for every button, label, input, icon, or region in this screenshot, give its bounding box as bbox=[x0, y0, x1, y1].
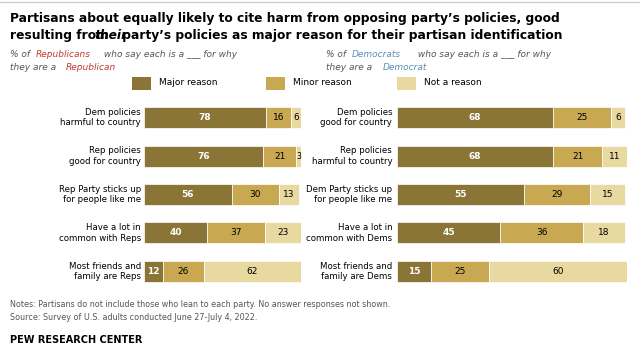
Bar bbox=[524, 184, 590, 205]
Bar bbox=[500, 222, 584, 243]
Bar bbox=[263, 146, 296, 166]
Text: 12: 12 bbox=[147, 267, 159, 276]
Bar bbox=[279, 184, 300, 205]
Text: PEW RESEARCH CENTER: PEW RESEARCH CENTER bbox=[10, 335, 142, 345]
Text: 15: 15 bbox=[408, 267, 420, 276]
Text: 78: 78 bbox=[199, 113, 211, 122]
Text: 25: 25 bbox=[577, 113, 588, 122]
Text: 40: 40 bbox=[169, 228, 182, 237]
Text: Democrats: Democrats bbox=[352, 50, 401, 59]
Bar bbox=[397, 146, 554, 166]
Bar bbox=[266, 77, 285, 90]
Text: 62: 62 bbox=[246, 267, 258, 276]
Text: 56: 56 bbox=[182, 190, 194, 199]
Text: 36: 36 bbox=[536, 228, 548, 237]
Bar bbox=[554, 146, 602, 166]
Text: Most friends and
family are Dems: Most friends and family are Dems bbox=[320, 262, 392, 281]
Text: 3: 3 bbox=[296, 152, 301, 161]
Bar bbox=[590, 184, 625, 205]
Text: Have a lot in
common with Dems: Have a lot in common with Dems bbox=[306, 223, 392, 243]
Text: Most friends and
family are Reps: Most friends and family are Reps bbox=[68, 262, 141, 281]
Text: 45: 45 bbox=[442, 228, 455, 237]
Bar bbox=[397, 222, 500, 243]
Bar bbox=[163, 261, 204, 282]
Text: 68: 68 bbox=[469, 113, 481, 122]
Text: Democrat: Democrat bbox=[383, 63, 427, 73]
Bar bbox=[397, 77, 416, 90]
Bar bbox=[296, 146, 301, 166]
Text: 21: 21 bbox=[274, 152, 285, 161]
Text: 30: 30 bbox=[250, 190, 261, 199]
Text: 29: 29 bbox=[551, 190, 563, 199]
Text: Rep Party sticks up
for people like me: Rep Party sticks up for people like me bbox=[59, 185, 141, 204]
Text: 23: 23 bbox=[277, 228, 289, 237]
Text: they are a: they are a bbox=[10, 63, 59, 73]
Text: Rep policies
good for country: Rep policies good for country bbox=[69, 146, 141, 166]
Bar bbox=[207, 222, 265, 243]
Text: Republicans: Republicans bbox=[36, 50, 91, 59]
Text: Dem policies
good for country: Dem policies good for country bbox=[320, 108, 392, 127]
Text: Source: Survey of U.S. adults conducted June 27-July 4, 2022.: Source: Survey of U.S. adults conducted … bbox=[10, 313, 257, 322]
Bar bbox=[144, 222, 207, 243]
Text: 15: 15 bbox=[602, 190, 613, 199]
Text: 60: 60 bbox=[552, 267, 564, 276]
Bar bbox=[144, 146, 263, 166]
Text: 6: 6 bbox=[293, 113, 299, 122]
Bar bbox=[431, 261, 489, 282]
Text: they are a: they are a bbox=[326, 63, 376, 73]
Text: who say each is a ___ for why: who say each is a ___ for why bbox=[415, 50, 551, 59]
Bar bbox=[265, 222, 301, 243]
Text: Dem policies
harmful to country: Dem policies harmful to country bbox=[60, 108, 141, 127]
Bar bbox=[144, 107, 266, 128]
Bar bbox=[397, 261, 431, 282]
Text: resulting from: resulting from bbox=[10, 29, 113, 42]
Text: 16: 16 bbox=[273, 113, 285, 122]
Text: 37: 37 bbox=[230, 228, 241, 237]
Text: party’s policies as major reason for their partisan identification: party’s policies as major reason for the… bbox=[118, 29, 563, 42]
Bar bbox=[291, 107, 301, 128]
Text: their: their bbox=[94, 29, 127, 42]
Text: 6: 6 bbox=[615, 113, 621, 122]
Bar bbox=[232, 184, 279, 205]
Text: Rep policies
harmful to country: Rep policies harmful to country bbox=[312, 146, 392, 166]
Text: 76: 76 bbox=[197, 152, 210, 161]
Text: 26: 26 bbox=[177, 267, 189, 276]
Bar bbox=[584, 222, 625, 243]
Bar bbox=[266, 107, 291, 128]
Bar bbox=[132, 77, 151, 90]
Text: % of: % of bbox=[326, 50, 349, 59]
Text: Republican: Republican bbox=[66, 63, 116, 73]
Text: Have a lot in
common with Reps: Have a lot in common with Reps bbox=[59, 223, 141, 243]
Text: Minor reason: Minor reason bbox=[293, 78, 352, 87]
Bar bbox=[204, 261, 301, 282]
Bar bbox=[489, 261, 627, 282]
Bar bbox=[144, 184, 232, 205]
Text: Partisans about equally likely to cite harm from opposing party’s policies, good: Partisans about equally likely to cite h… bbox=[10, 12, 559, 25]
Text: Not a reason: Not a reason bbox=[424, 78, 481, 87]
Text: Notes: Partisans do not include those who lean to each party. No answer response: Notes: Partisans do not include those wh… bbox=[10, 300, 390, 309]
Text: 55: 55 bbox=[454, 190, 467, 199]
Bar bbox=[397, 184, 524, 205]
Text: 21: 21 bbox=[572, 152, 583, 161]
Text: Dem Party sticks up
for people like me: Dem Party sticks up for people like me bbox=[306, 185, 392, 204]
Text: 25: 25 bbox=[454, 267, 466, 276]
Text: 68: 68 bbox=[469, 152, 481, 161]
Bar bbox=[397, 107, 554, 128]
Text: 11: 11 bbox=[609, 152, 620, 161]
Text: % of: % of bbox=[10, 50, 33, 59]
Bar bbox=[602, 146, 627, 166]
Text: 18: 18 bbox=[598, 228, 610, 237]
Bar bbox=[554, 107, 611, 128]
Text: who say each is a ___ for why: who say each is a ___ for why bbox=[101, 50, 237, 59]
Bar bbox=[611, 107, 625, 128]
Text: Major reason: Major reason bbox=[159, 78, 217, 87]
Text: 13: 13 bbox=[284, 190, 295, 199]
Bar bbox=[144, 261, 163, 282]
